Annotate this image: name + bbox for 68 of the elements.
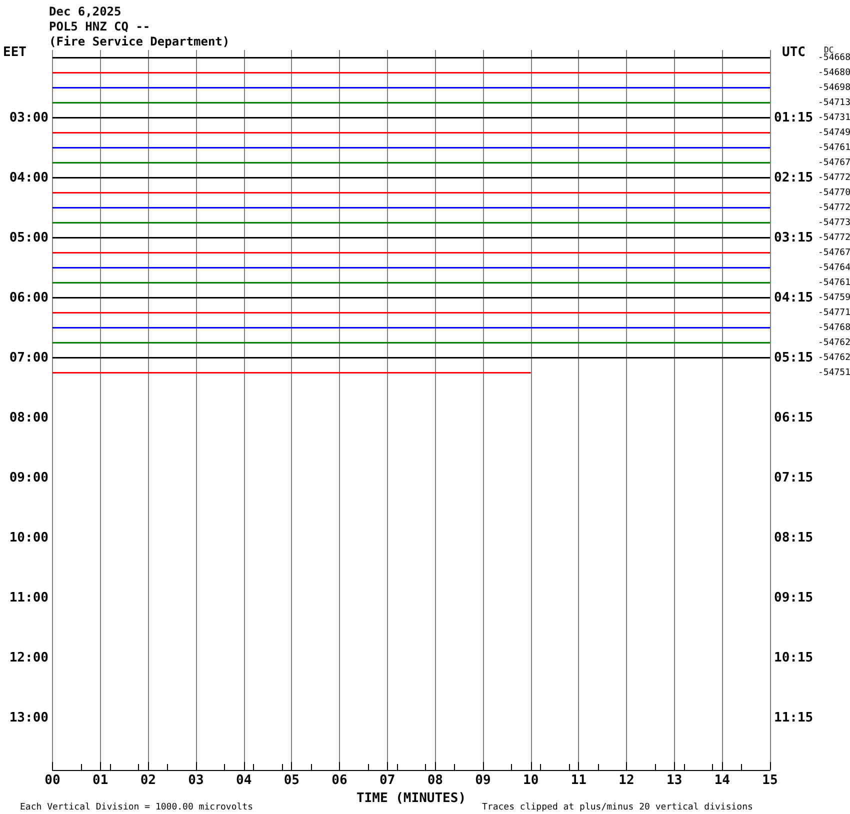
y-tick-label: 11:00: [9, 590, 49, 606]
y2-tick-label: 01:15: [774, 110, 814, 126]
y2-tick-label: 10:15: [774, 650, 814, 666]
text: -54713: [818, 98, 850, 108]
x-tick-label: 11: [570, 773, 587, 788]
x-tick-label: 04: [236, 773, 252, 788]
x-tick-label: 09: [475, 773, 491, 788]
x-tick-label: 07: [379, 773, 396, 788]
text: -54731: [818, 112, 850, 123]
y-tick-label: 13:00: [9, 710, 49, 726]
text: -54762: [818, 352, 850, 363]
text: -54768: [818, 322, 850, 333]
x-tick-label: 03: [188, 773, 204, 788]
text: Each Vertical Division = 1000.00 microvolts: [20, 802, 253, 812]
y2-tick-label: 02:15: [774, 170, 814, 186]
text: Traces clipped at plus/minus 20 vertical divisions: [482, 802, 753, 812]
text: -54698: [818, 82, 850, 93]
x-tick-label: 02: [140, 773, 156, 788]
y2-axis-title: UTC: [782, 45, 806, 60]
text: -54767: [818, 158, 850, 168]
text: -54762: [818, 338, 850, 348]
text: -54772: [818, 172, 850, 183]
x-tick-label: 14: [714, 773, 730, 788]
x-axis-title: TIME (MINUTES): [356, 791, 466, 806]
text: -54749: [818, 128, 850, 138]
text: -54767: [818, 248, 850, 258]
x-tick-label: 08: [427, 773, 444, 788]
text: -54772: [818, 202, 850, 213]
text: -54770: [818, 188, 850, 198]
x-tick-label: 10: [523, 773, 539, 788]
y2-tick-label: 09:15: [774, 590, 814, 606]
y-tick-label: 07:00: [9, 350, 49, 366]
text: DC: [824, 46, 834, 54]
y2-tick-label: 05:15: [774, 350, 814, 366]
y2-tick-label: 07:15: [774, 470, 814, 486]
y-tick-label: 09:00: [9, 470, 49, 486]
text: -54761: [818, 278, 850, 288]
x-tick-label: 06: [332, 773, 348, 788]
x-tick-label: 01: [92, 773, 108, 788]
text: -54761: [818, 142, 850, 153]
x-tick-label: 12: [618, 773, 634, 788]
text: -54680: [818, 68, 850, 78]
text: -54772: [818, 232, 850, 243]
y2-tick-label: 03:15: [774, 230, 814, 246]
text: -54751: [818, 368, 850, 378]
text: -54668: [818, 52, 850, 63]
text: -54764: [818, 262, 850, 273]
y2-tick-label: 06:15: [774, 410, 814, 426]
x-tick-label: 00: [44, 773, 60, 788]
x-tick-label: 15: [762, 773, 778, 788]
y-tick-label: 12:00: [9, 650, 49, 666]
text: -54771: [818, 308, 850, 318]
y-axis-title: EET: [2, 45, 27, 60]
y2-tick-label: 11:15: [774, 710, 814, 726]
chart-title: Dec 6,2025: [49, 4, 122, 18]
y-tick-label: 08:00: [9, 410, 49, 426]
y2-tick-label: 08:15: [774, 530, 814, 546]
y-tick-label: 04:00: [9, 170, 49, 186]
x-tick-label: 13: [666, 773, 682, 788]
chart-subtitle: POL5 HNZ CQ -- (Fire Service Department): [49, 20, 230, 48]
y-tick-label: 10:00: [9, 530, 49, 546]
y-tick-label: 06:00: [9, 290, 49, 306]
y-tick-label: 03:00: [9, 110, 49, 126]
y2-tick-label: 04:15: [774, 290, 814, 306]
text: -54773: [818, 218, 850, 228]
x-tick-label: 05: [284, 773, 300, 788]
y-tick-label: 05:00: [9, 230, 49, 246]
text: -54759: [818, 292, 850, 303]
